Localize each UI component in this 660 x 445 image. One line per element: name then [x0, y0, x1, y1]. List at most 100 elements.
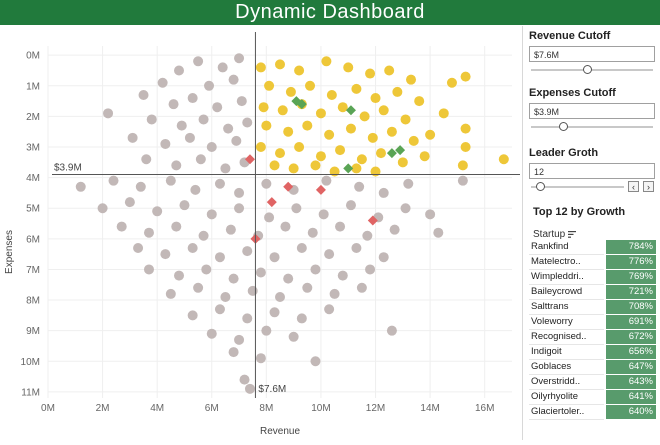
yellow-point[interactable] [460, 123, 471, 134]
gray-point[interactable] [138, 89, 149, 100]
gray-point[interactable] [152, 206, 163, 217]
green-point[interactable] [386, 148, 397, 159]
yellow-point[interactable] [315, 108, 326, 119]
gray-point[interactable] [187, 93, 198, 104]
yellow-point[interactable] [397, 157, 408, 168]
gray-point[interactable] [171, 160, 182, 171]
yellow-point[interactable] [258, 102, 269, 113]
gray-point[interactable] [234, 53, 245, 64]
gray-point[interactable] [184, 132, 195, 143]
green-point[interactable] [343, 163, 354, 174]
slider-thumb[interactable] [583, 65, 593, 74]
yellow-point[interactable] [305, 80, 316, 91]
gray-point[interactable] [269, 252, 280, 263]
gray-point[interactable] [302, 282, 313, 293]
red-point[interactable] [367, 215, 378, 226]
gray-point[interactable] [321, 175, 332, 186]
gray-point[interactable] [217, 62, 228, 73]
gray-point[interactable] [242, 246, 253, 257]
red-point[interactable] [244, 154, 255, 165]
gray-point[interactable] [400, 203, 411, 214]
yellow-point[interactable] [438, 108, 449, 119]
revenue-cutoff-slider[interactable] [531, 65, 653, 74]
gray-point[interactable] [220, 291, 231, 302]
gray-point[interactable] [261, 325, 272, 336]
yellow-point[interactable] [370, 166, 381, 177]
yellow-point[interactable] [460, 142, 471, 153]
table-row[interactable]: Baileycrowd 721% [529, 285, 656, 300]
gray-point[interactable] [228, 74, 239, 85]
gray-point[interactable] [228, 347, 239, 358]
gray-point[interactable] [160, 249, 171, 260]
yellow-point[interactable] [359, 111, 370, 122]
yellow-point[interactable] [283, 126, 294, 137]
red-point[interactable] [266, 197, 277, 208]
gray-point[interactable] [457, 175, 468, 186]
table-row[interactable]: Salttrans 708% [529, 300, 656, 315]
gray-point[interactable] [234, 187, 245, 198]
gray-point[interactable] [362, 230, 373, 241]
table-row[interactable]: Goblaces 647% [529, 360, 656, 375]
yellow-point[interactable] [275, 148, 285, 159]
gray-point[interactable] [124, 197, 135, 208]
yellow-point[interactable] [375, 148, 386, 159]
gray-point[interactable] [103, 108, 114, 119]
gray-point[interactable] [179, 200, 190, 211]
table-row[interactable]: Recognised.. 672% [529, 330, 656, 345]
gray-point[interactable] [214, 178, 225, 189]
gray-point[interactable] [324, 304, 335, 315]
table-row[interactable]: Overstridd.. 643% [529, 375, 656, 390]
gray-point[interactable] [386, 325, 397, 336]
gray-point[interactable] [141, 154, 152, 165]
sort-descending-icon[interactable] [568, 230, 577, 238]
gray-point[interactable] [255, 353, 266, 364]
gray-point[interactable] [187, 243, 198, 254]
gray-point[interactable] [193, 56, 204, 67]
gray-point[interactable] [187, 310, 198, 321]
gray-point[interactable] [223, 123, 234, 134]
yellow-point[interactable] [275, 59, 285, 70]
yellow-point[interactable] [310, 160, 321, 171]
gray-point[interactable] [296, 243, 307, 254]
revenue-cutoff-input[interactable]: $7.6M [529, 46, 655, 62]
yellow-point[interactable] [367, 132, 378, 143]
yellow-point[interactable] [446, 77, 457, 88]
gray-point[interactable] [378, 187, 389, 198]
gray-point[interactable] [206, 142, 217, 153]
red-point[interactable] [283, 181, 294, 192]
gray-point[interactable] [288, 331, 299, 342]
gray-point[interactable] [135, 181, 146, 192]
yellow-point[interactable] [378, 105, 389, 116]
gray-point[interactable] [127, 132, 138, 143]
yellow-point[interactable] [400, 114, 411, 125]
gray-point[interactable] [283, 273, 294, 284]
yellow-point[interactable] [288, 163, 299, 174]
gray-point[interactable] [296, 313, 307, 324]
green-point[interactable] [345, 105, 356, 116]
table-row[interactable]: Rankfind 784% [529, 240, 656, 255]
gray-point[interactable] [231, 135, 242, 146]
gray-point[interactable] [403, 178, 414, 189]
gray-point[interactable] [97, 203, 108, 214]
yellow-point[interactable] [285, 86, 296, 97]
yellow-point[interactable] [425, 129, 436, 140]
gray-point[interactable] [204, 80, 215, 91]
gray-point[interactable] [234, 334, 245, 345]
green-point[interactable] [395, 145, 406, 156]
yellow-point[interactable] [414, 96, 425, 107]
gray-point[interactable] [239, 374, 250, 385]
yellow-point[interactable] [351, 83, 362, 94]
table-row[interactable]: Voleworry 691% [529, 315, 656, 330]
yellow-point[interactable] [419, 151, 430, 162]
yellow-point[interactable] [261, 120, 272, 131]
gray-point[interactable] [190, 184, 201, 195]
gray-point[interactable] [168, 99, 179, 110]
gray-point[interactable] [212, 102, 223, 113]
gray-point[interactable] [174, 65, 185, 76]
yellow-point[interactable] [326, 89, 337, 100]
gray-point[interactable] [108, 175, 119, 186]
yellow-point[interactable] [321, 56, 332, 67]
gray-point[interactable] [165, 288, 176, 299]
gray-point[interactable] [160, 138, 171, 149]
yellow-point[interactable] [343, 62, 354, 73]
